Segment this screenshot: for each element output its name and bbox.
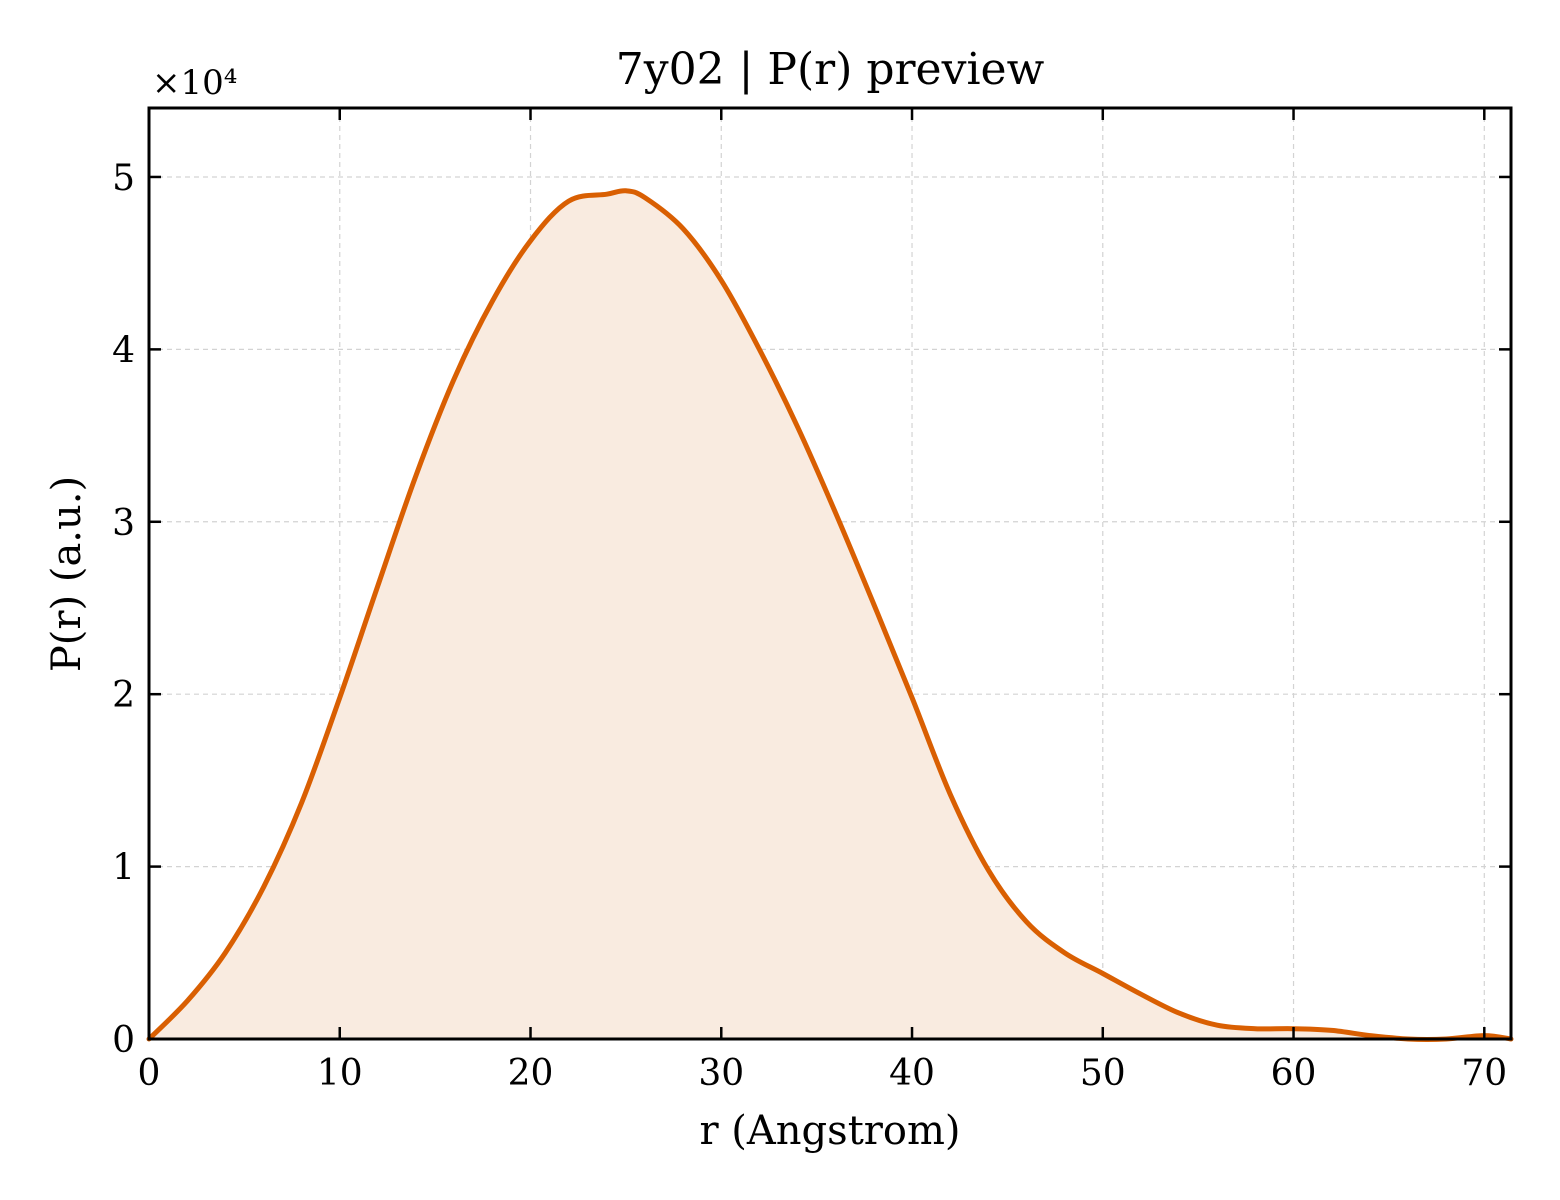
y-tick-label: 2 xyxy=(112,675,135,716)
y-tick-label: 3 xyxy=(112,503,135,544)
x-tick-label: 60 xyxy=(1271,1053,1317,1094)
y-tick-label: 4 xyxy=(112,330,135,371)
pr-series-line xyxy=(146,188,1514,1042)
x-tick-label: 0 xyxy=(138,1053,161,1094)
y-axis-label: P(r) (a.u.) xyxy=(44,476,90,672)
plot-frame xyxy=(147,106,1513,1041)
y-axis-multiplier: ×10⁴ xyxy=(152,63,237,103)
x-tick-label: 70 xyxy=(1461,1053,1507,1094)
x-tick-label: 40 xyxy=(889,1053,935,1094)
pr-area-fill xyxy=(149,190,1511,1040)
x-tick-label: 30 xyxy=(698,1053,744,1094)
x-tick-label: 10 xyxy=(317,1053,363,1094)
x-tick-label: 20 xyxy=(508,1053,554,1094)
y-tick-label: 5 xyxy=(112,158,135,199)
chart-title: 7y02 | P(r) preview xyxy=(616,44,1045,95)
x-tick-label: 50 xyxy=(1080,1053,1126,1094)
x-axis-label: r (Angstrom) xyxy=(699,1108,960,1154)
y-tick-label: 0 xyxy=(112,1020,135,1061)
axis-ticks: 0 10 20 30 40 50 60 70 0 1 2 3 4 5 xyxy=(112,108,1511,1094)
y-tick-label: 1 xyxy=(112,848,135,889)
